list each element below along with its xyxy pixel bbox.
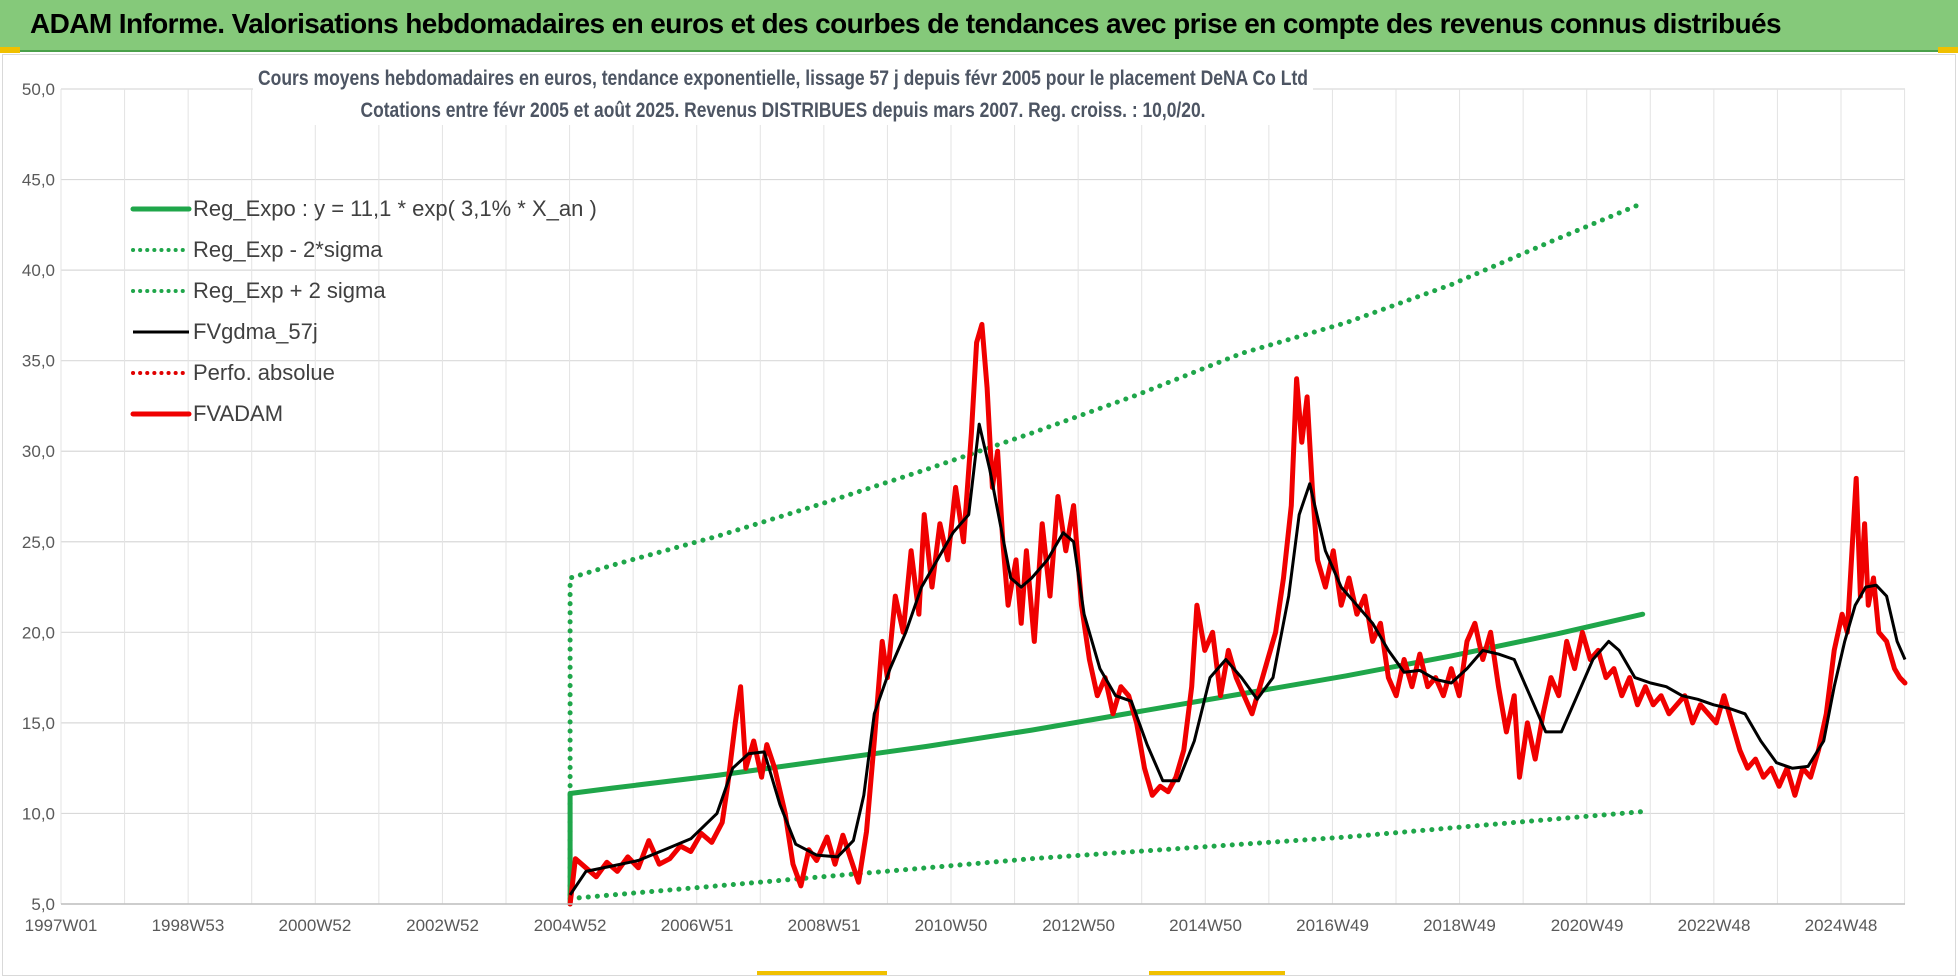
legend: Reg_Expo : y = 11,1 * exp( 3,1% * X_an )… xyxy=(130,196,597,426)
chart-area: 5,0 10,0 15,0 20,0 25,0 30,0 35,0 40,0 45,0 50,0 … xyxy=(2,54,1956,976)
series-line-5 xyxy=(567,321,1908,907)
x-tick-label: 2012W50 xyxy=(1042,916,1115,935)
y-tick-label: 25,0 xyxy=(22,533,55,552)
title-backdrop xyxy=(253,63,1313,125)
x-tick-label: 1997W01 xyxy=(25,916,98,935)
series-line-3 xyxy=(568,422,1907,896)
x-tick-label: 2022W48 xyxy=(1678,916,1751,935)
y-tick-label: 35,0 xyxy=(22,352,55,371)
legend-label: Perfo. absolue xyxy=(193,360,335,385)
x-tick-label: 2000W52 xyxy=(279,916,352,935)
bottom-marker xyxy=(757,971,887,975)
y-tick-label: 50,0 xyxy=(22,80,55,99)
x-axis: 1997W01 1998W53 2000W52 2002W52 2004W52 2006W… xyxy=(25,903,1905,935)
x-tick-label: 2002W52 xyxy=(406,916,479,935)
x-tick-label: 2006W51 xyxy=(661,916,734,935)
x-tick-label: 2018W49 xyxy=(1423,916,1496,935)
x-tick-label: 2020W49 xyxy=(1551,916,1624,935)
series-line-0 xyxy=(567,611,1646,907)
x-tick-label: 2010W50 xyxy=(915,916,988,935)
page-title: ADAM Informe. Valorisations hebdomadaire… xyxy=(30,8,1782,39)
y-axis: 5,0 10,0 15,0 20,0 25,0 30,0 35,0 40,0 45,0 50,0 xyxy=(22,80,55,914)
chart-subtitle: Cotations entre févr 2005 et août 2025. … xyxy=(361,99,1206,122)
series-layer xyxy=(567,200,1908,907)
x-tick-label: 2024W48 xyxy=(1805,916,1878,935)
y-tick-label: 20,0 xyxy=(22,623,55,642)
y-tick-label: 45,0 xyxy=(22,171,55,190)
x-tick-label: 1998W53 xyxy=(152,916,225,935)
legend-label: Reg_Exp - 2*sigma xyxy=(193,237,383,262)
y-tick-label: 5,0 xyxy=(31,895,55,914)
header-banner: ADAM Informe. Valorisations hebdomadaire… xyxy=(0,0,1958,52)
grid xyxy=(60,88,1906,905)
y-tick-label: 15,0 xyxy=(22,714,55,733)
line-chart: 5,010,015,020,025,030,035,040,045,050,0 … xyxy=(22,63,1908,935)
y-tick-label: 30,0 xyxy=(22,442,55,461)
series-line-1 xyxy=(567,809,1646,902)
legend-label: Reg_Expo : y = 11,1 * exp( 3,1% * X_an ) xyxy=(193,196,597,221)
x-tick-label: 2008W51 xyxy=(788,916,861,935)
x-tick-label: 2004W52 xyxy=(534,916,607,935)
chart-title: Cours moyens hebdomadaires en euros, ten… xyxy=(258,67,1308,90)
corner-marker-right xyxy=(1938,47,1958,53)
y-tick-label: 40,0 xyxy=(22,261,55,280)
legend-label: FVADAM xyxy=(193,401,283,426)
series-line-2 xyxy=(567,200,1646,907)
y-tick-label: 10,0 xyxy=(22,804,55,823)
x-tick-label: 2014W50 xyxy=(1169,916,1242,935)
legend-label: Reg_Exp + 2 sigma xyxy=(193,278,386,303)
legend-label: FVgdma_57j xyxy=(193,319,318,344)
bottom-marker xyxy=(1149,971,1285,975)
x-tick-label: 2016W49 xyxy=(1296,916,1369,935)
corner-marker-left xyxy=(0,47,20,53)
